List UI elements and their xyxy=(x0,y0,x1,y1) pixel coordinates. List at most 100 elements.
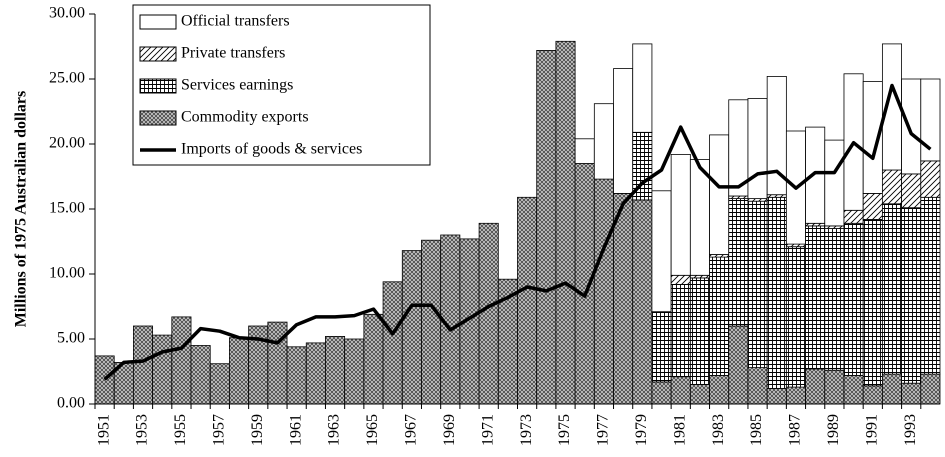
bar-segment xyxy=(901,78,922,175)
bar-segment xyxy=(286,346,307,405)
bar-segment xyxy=(190,345,211,405)
bar-segment xyxy=(901,207,922,384)
bar-segment xyxy=(862,218,883,387)
x-tick-label: 1969 xyxy=(441,414,458,446)
legend-label: Imports of goods & services xyxy=(181,141,362,158)
bar-segment xyxy=(689,159,710,276)
bar-segment xyxy=(152,334,173,405)
bar-segment xyxy=(881,373,902,405)
bar-segment xyxy=(421,239,442,405)
bar-segment xyxy=(766,196,787,389)
bar-segment xyxy=(805,368,826,405)
x-tick-label: 1987 xyxy=(787,414,804,446)
bar-segment xyxy=(747,367,768,405)
bar-segment xyxy=(709,256,730,376)
bar-segment xyxy=(325,335,346,405)
x-tick-label: 1975 xyxy=(556,414,573,446)
bar-segment xyxy=(920,160,941,198)
y-tick-label: 20.00 xyxy=(49,135,85,152)
bar-segment xyxy=(709,134,730,255)
bar-segment xyxy=(766,387,787,405)
legend-label: Commodity exports xyxy=(181,109,309,126)
legend-box xyxy=(132,4,431,166)
legend-label: Official transfers xyxy=(181,13,290,30)
legend-swatch xyxy=(139,110,177,126)
bar-segment xyxy=(881,169,902,205)
bar-segment xyxy=(574,138,595,164)
bar-segment xyxy=(747,200,768,368)
y-tick-label: 0.00 xyxy=(57,395,85,412)
legend-label: Private transfers xyxy=(181,45,285,62)
bar-segment xyxy=(901,382,922,405)
x-tick-label: 1985 xyxy=(748,414,765,446)
bar-segment xyxy=(901,173,922,209)
bar-segment xyxy=(824,228,845,371)
legend-swatch xyxy=(139,14,177,30)
legend-swatch xyxy=(139,46,177,62)
x-tick-label: 1973 xyxy=(518,414,535,446)
y-tick-label: 15.00 xyxy=(49,200,85,217)
bar-segment xyxy=(785,246,806,388)
bar-segment xyxy=(555,40,576,405)
bar-segment xyxy=(843,209,864,224)
bar-segment xyxy=(728,325,749,405)
bar-segment xyxy=(805,126,826,224)
x-tick-label: 1989 xyxy=(825,414,842,446)
bar-segment xyxy=(920,78,941,162)
x-tick-label: 1967 xyxy=(403,414,420,446)
bar-segment xyxy=(728,198,749,327)
bar-segment xyxy=(747,98,768,199)
bar-segment xyxy=(632,199,653,405)
legend: Official transfers Private transfers Servi… xyxy=(132,4,431,166)
bar-segment xyxy=(709,374,730,405)
bar-segment xyxy=(613,68,634,194)
bar-segment xyxy=(651,190,672,313)
bar-segment xyxy=(920,196,941,375)
bar-segment xyxy=(651,311,672,383)
bar-segment xyxy=(632,43,653,133)
bar-segment xyxy=(171,316,192,405)
bar-segment xyxy=(344,338,365,405)
x-tick-label: 1955 xyxy=(172,414,189,446)
bar-segment xyxy=(670,283,691,378)
bar-segment xyxy=(593,103,614,180)
bar-segment xyxy=(593,178,614,405)
legend-label: Services earnings xyxy=(181,77,293,94)
bar-segment xyxy=(843,222,864,376)
y-tick-label: 10.00 xyxy=(49,265,85,282)
bar-segment xyxy=(670,153,691,276)
bar-segment xyxy=(209,363,230,405)
bar-segment xyxy=(305,342,326,405)
x-tick-label: 1953 xyxy=(134,414,151,446)
bar-segment xyxy=(881,203,902,375)
bar-segment xyxy=(651,381,672,405)
y-tick-label: 5.00 xyxy=(57,330,85,347)
bar-segment xyxy=(670,274,691,285)
bar-segment xyxy=(862,385,883,405)
y-axis-title: Millions of 1975 Australian dollars xyxy=(13,91,30,327)
bar-segment xyxy=(229,337,250,405)
bar-segment xyxy=(478,222,499,405)
bar-segment xyxy=(401,250,422,405)
bar-segment xyxy=(689,277,710,385)
bar-segment xyxy=(843,374,864,405)
x-tick-label: 1957 xyxy=(211,414,228,446)
bar-segment xyxy=(824,139,845,227)
x-tick-label: 1979 xyxy=(633,414,650,446)
bar-segment xyxy=(805,225,826,370)
x-tick-label: 1965 xyxy=(364,414,381,446)
x-tick-label: 1981 xyxy=(671,414,688,446)
x-tick-label: 1991 xyxy=(863,414,880,446)
y-tick-label: 30.00 xyxy=(49,5,85,22)
x-tick-label: 1977 xyxy=(595,414,612,446)
x-tick-label: 1951 xyxy=(95,414,112,446)
bar-segment xyxy=(613,192,634,405)
x-tick-label: 1993 xyxy=(902,414,919,446)
bar-segment xyxy=(94,355,115,405)
legend-swatch xyxy=(139,78,177,94)
bar-segment xyxy=(382,281,403,405)
line-series xyxy=(103,83,932,381)
x-tick-label: 1963 xyxy=(326,414,343,446)
